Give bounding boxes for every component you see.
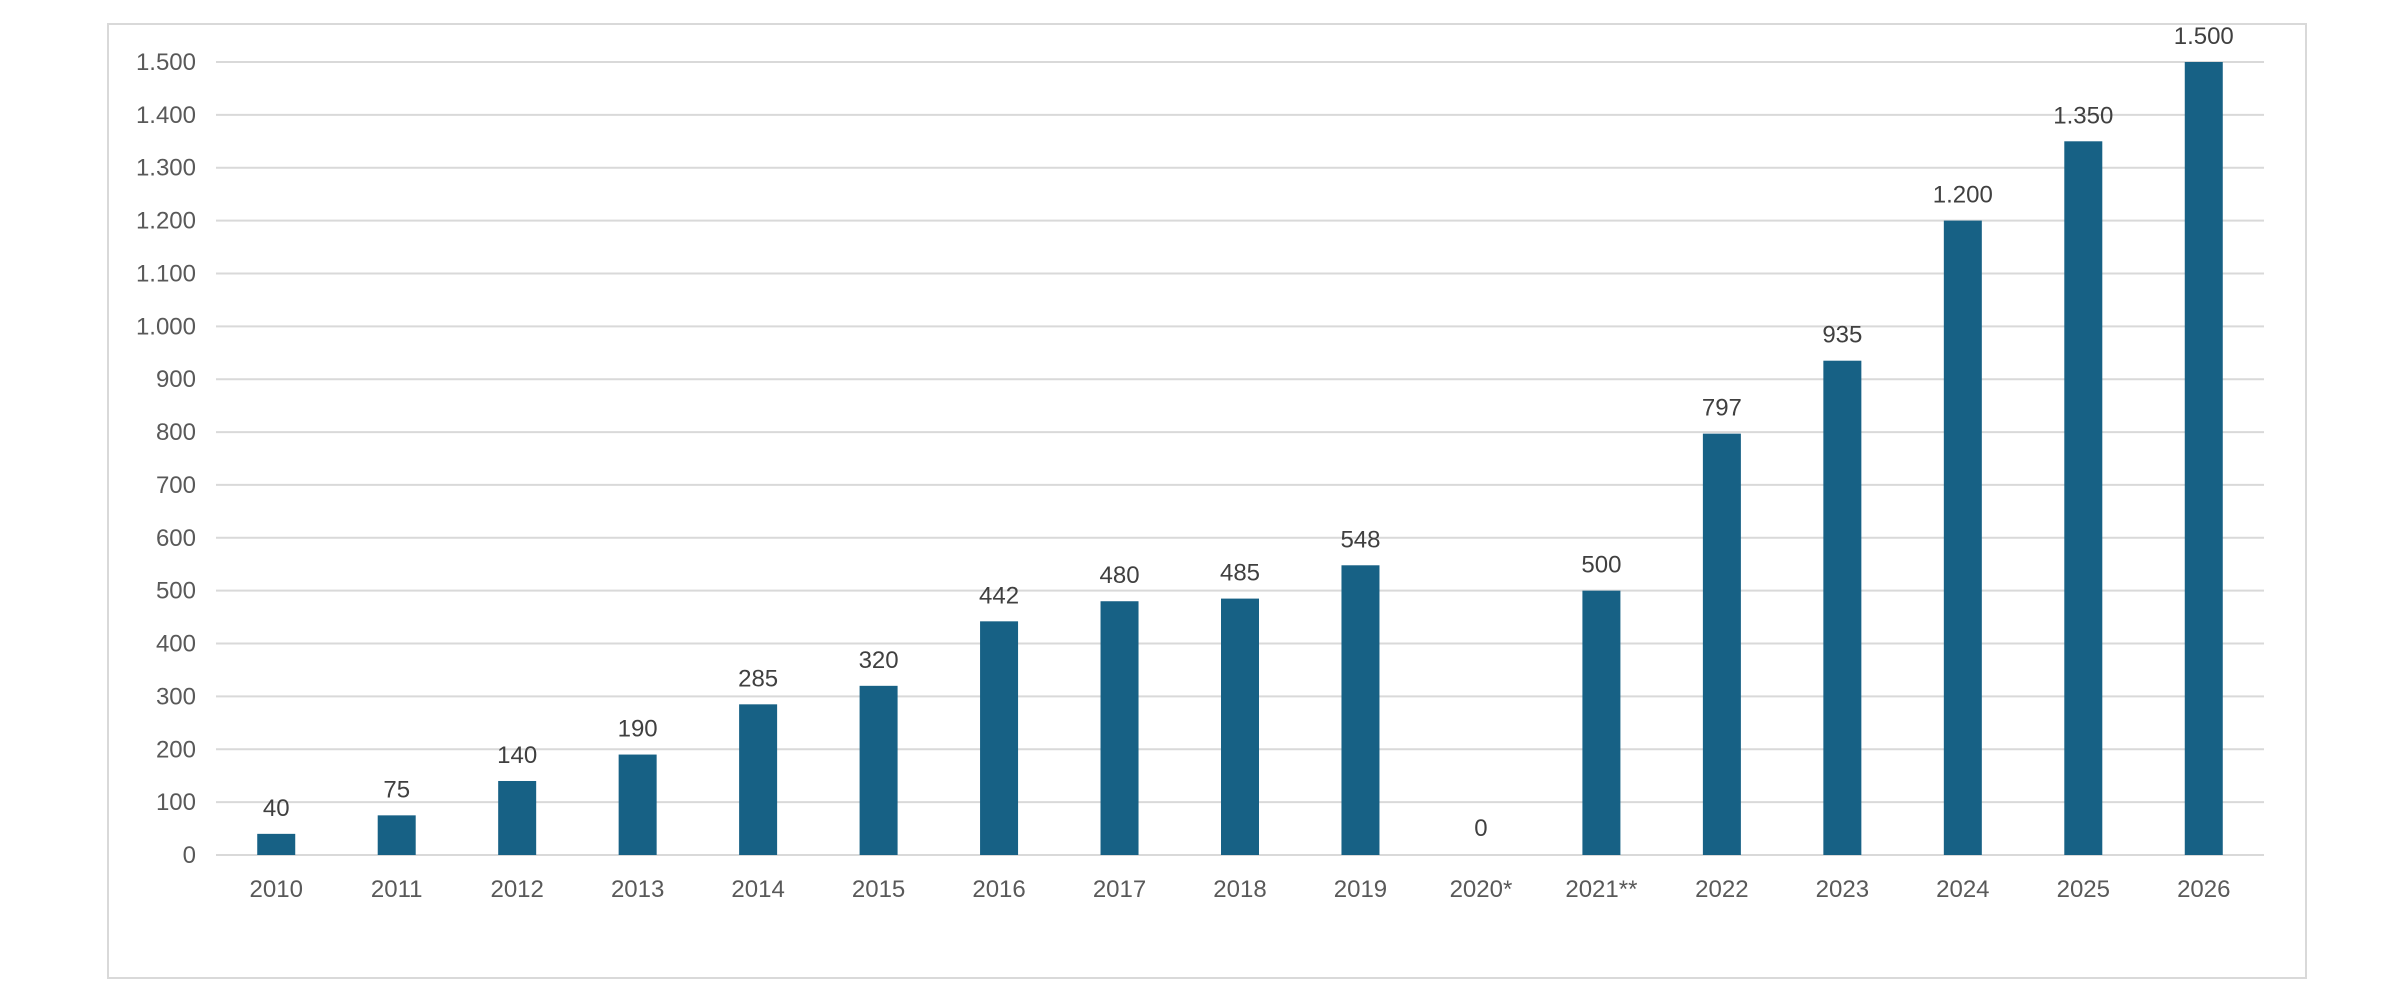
x-axis-tick-labels: 2010 2011 2012 2013 2014 2015 2016 2017 2018 2019…	[250, 876, 2231, 903]
y-tick-label: 400	[156, 631, 196, 658]
data-labels: 40 75 140 190 285 320 442 480 485 548 0 500 797 935 1.…	[263, 23, 2234, 842]
data-label: 0	[1474, 815, 1487, 842]
bar	[1341, 565, 1380, 855]
y-tick-label: 1.100	[136, 260, 196, 287]
y-tick-label: 800	[156, 419, 196, 446]
bar	[2184, 62, 2223, 855]
bar	[618, 754, 657, 855]
y-tick-label: 1.300	[136, 155, 196, 182]
x-tick-label: 2016	[972, 876, 1025, 903]
bar	[1943, 220, 1982, 856]
bars	[257, 62, 2223, 856]
y-tick-label: 1.500	[136, 49, 196, 76]
y-tick-label: 900	[156, 366, 196, 393]
bar	[1582, 590, 1621, 855]
bar	[257, 833, 296, 855]
x-tick-label: 2014	[731, 876, 784, 903]
data-label: 1.500	[2174, 23, 2234, 50]
x-tick-label: 2018	[1213, 876, 1266, 903]
data-label: 1.200	[1933, 182, 1993, 209]
bar	[1221, 598, 1259, 855]
bar	[377, 815, 416, 855]
bar	[739, 704, 778, 855]
y-tick-label: 500	[156, 578, 196, 605]
bar	[2064, 141, 2103, 856]
data-label: 1.350	[2053, 102, 2113, 129]
data-label: 40	[263, 795, 290, 822]
x-tick-label: 2021**	[1565, 876, 1637, 903]
y-tick-label: 200	[156, 736, 196, 763]
y-axis-tick-labels: 0 100 200 300 400 500 600 700 800 900 1.000 1.100 1.…	[136, 49, 196, 869]
data-label: 285	[738, 665, 778, 692]
data-label: 500	[1581, 552, 1621, 579]
x-tick-label: 2019	[1334, 876, 1387, 903]
y-tick-label: 1.200	[136, 208, 196, 235]
y-tick-label: 1.400	[136, 102, 196, 129]
x-tick-label: 2010	[250, 876, 303, 903]
x-tick-label: 2022	[1695, 876, 1748, 903]
x-tick-label: 2013	[611, 876, 664, 903]
x-tick-label: 2015	[852, 876, 905, 903]
x-tick-label: 2025	[2057, 876, 2110, 903]
data-label: 190	[618, 716, 658, 743]
data-label: 485	[1220, 560, 1260, 587]
x-tick-label: 2012	[490, 876, 543, 903]
data-label: 442	[979, 582, 1019, 609]
data-label: 548	[1340, 526, 1380, 553]
bar	[498, 780, 537, 855]
bar	[859, 685, 898, 855]
y-tick-label: 1.000	[136, 313, 196, 340]
data-label: 140	[497, 742, 537, 769]
chart-frame	[107, 23, 2307, 979]
y-tick-label: 700	[156, 472, 196, 499]
y-tick-label: 100	[156, 789, 196, 816]
data-label: 797	[1702, 395, 1742, 422]
y-tick-label: 600	[156, 525, 196, 552]
bar	[1100, 601, 1139, 855]
bar	[1702, 433, 1741, 855]
x-tick-label: 2026	[2177, 876, 2230, 903]
x-tick-label: 2023	[1816, 876, 1869, 903]
x-tick-label: 2017	[1093, 876, 1146, 903]
x-tick-label: 2024	[1936, 876, 1989, 903]
bar	[1823, 360, 1862, 855]
data-label: 320	[859, 647, 899, 674]
y-tick-label: 300	[156, 683, 196, 710]
x-tick-label: 2020*	[1450, 876, 1513, 903]
data-label: 935	[1822, 322, 1862, 349]
data-label: 480	[1100, 562, 1140, 589]
data-label: 75	[383, 776, 410, 803]
bar	[980, 621, 1019, 855]
x-tick-label: 2011	[371, 876, 423, 903]
gridlines	[216, 61, 2264, 856]
y-tick-label: 0	[183, 842, 196, 869]
